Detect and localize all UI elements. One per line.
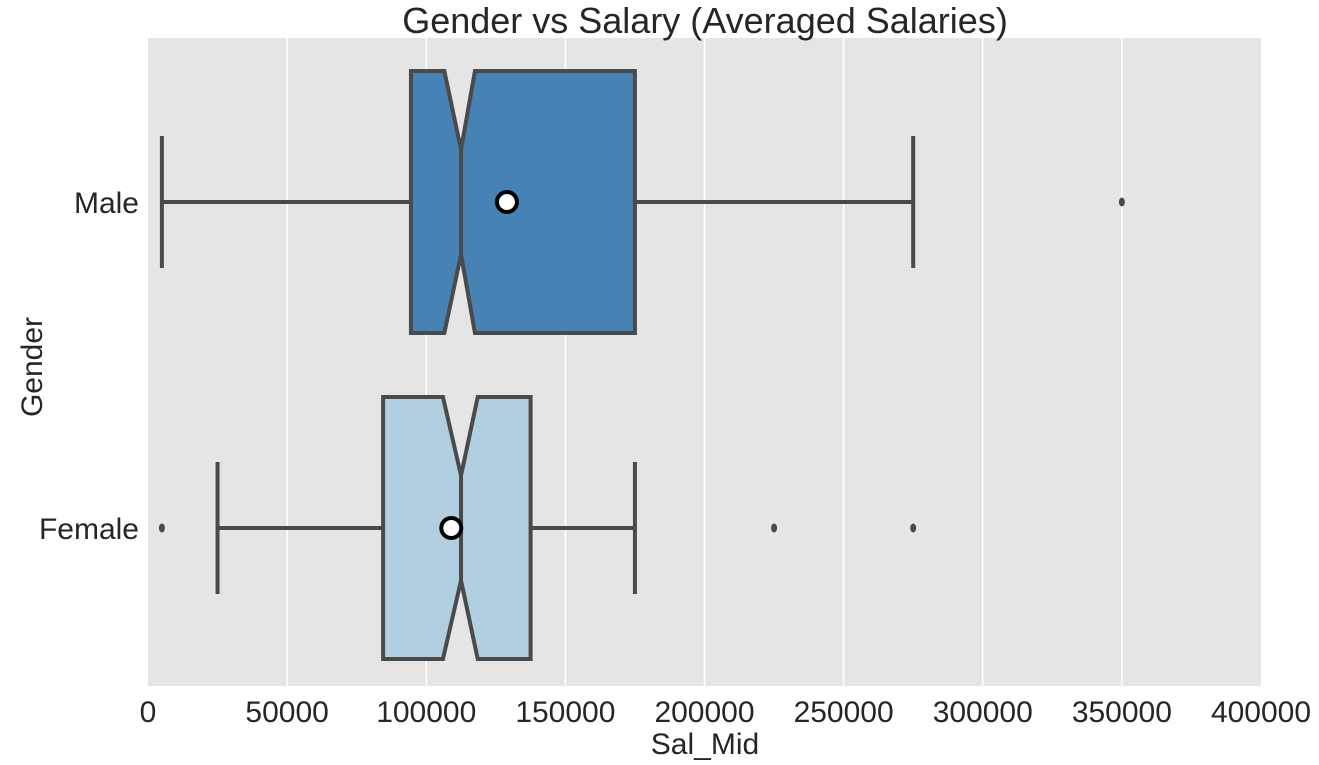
outlier-point [910, 523, 917, 533]
x-axis-ticks: 0 50000 100000 150000 200000 250000 300000 3500… [140, 696, 1311, 729]
x-tick-label: 200000 [654, 696, 754, 729]
outlier-point [158, 523, 165, 533]
y-axis-label: Gender [16, 317, 49, 417]
box-series [158, 69, 1125, 661]
y-axis-ticks: Male Female [39, 187, 139, 546]
x-tick-label: 150000 [515, 696, 615, 729]
x-tick-label: 100000 [376, 696, 476, 729]
mean-marker [494, 190, 519, 214]
outlier-point [1118, 197, 1125, 207]
x-tick-label: 350000 [1072, 696, 1172, 729]
box-female [158, 395, 917, 661]
x-tick-label: 400000 [1211, 696, 1311, 729]
x-tick-label: 250000 [794, 696, 894, 729]
y-tick-label: Male [74, 187, 139, 220]
x-tick-label: 300000 [933, 696, 1033, 729]
x-tick-label: 50000 [245, 696, 328, 729]
box-male [159, 69, 1125, 335]
y-tick-label: Female [39, 513, 139, 546]
mean-marker [439, 516, 464, 540]
chart-title: Gender vs Salary (Averaged Salaries) [402, 0, 1008, 41]
box-body [408, 69, 637, 335]
x-axis-label: Sal_Mid [651, 728, 759, 761]
x-tick-label: 0 [140, 696, 157, 729]
outlier-point [771, 523, 778, 533]
